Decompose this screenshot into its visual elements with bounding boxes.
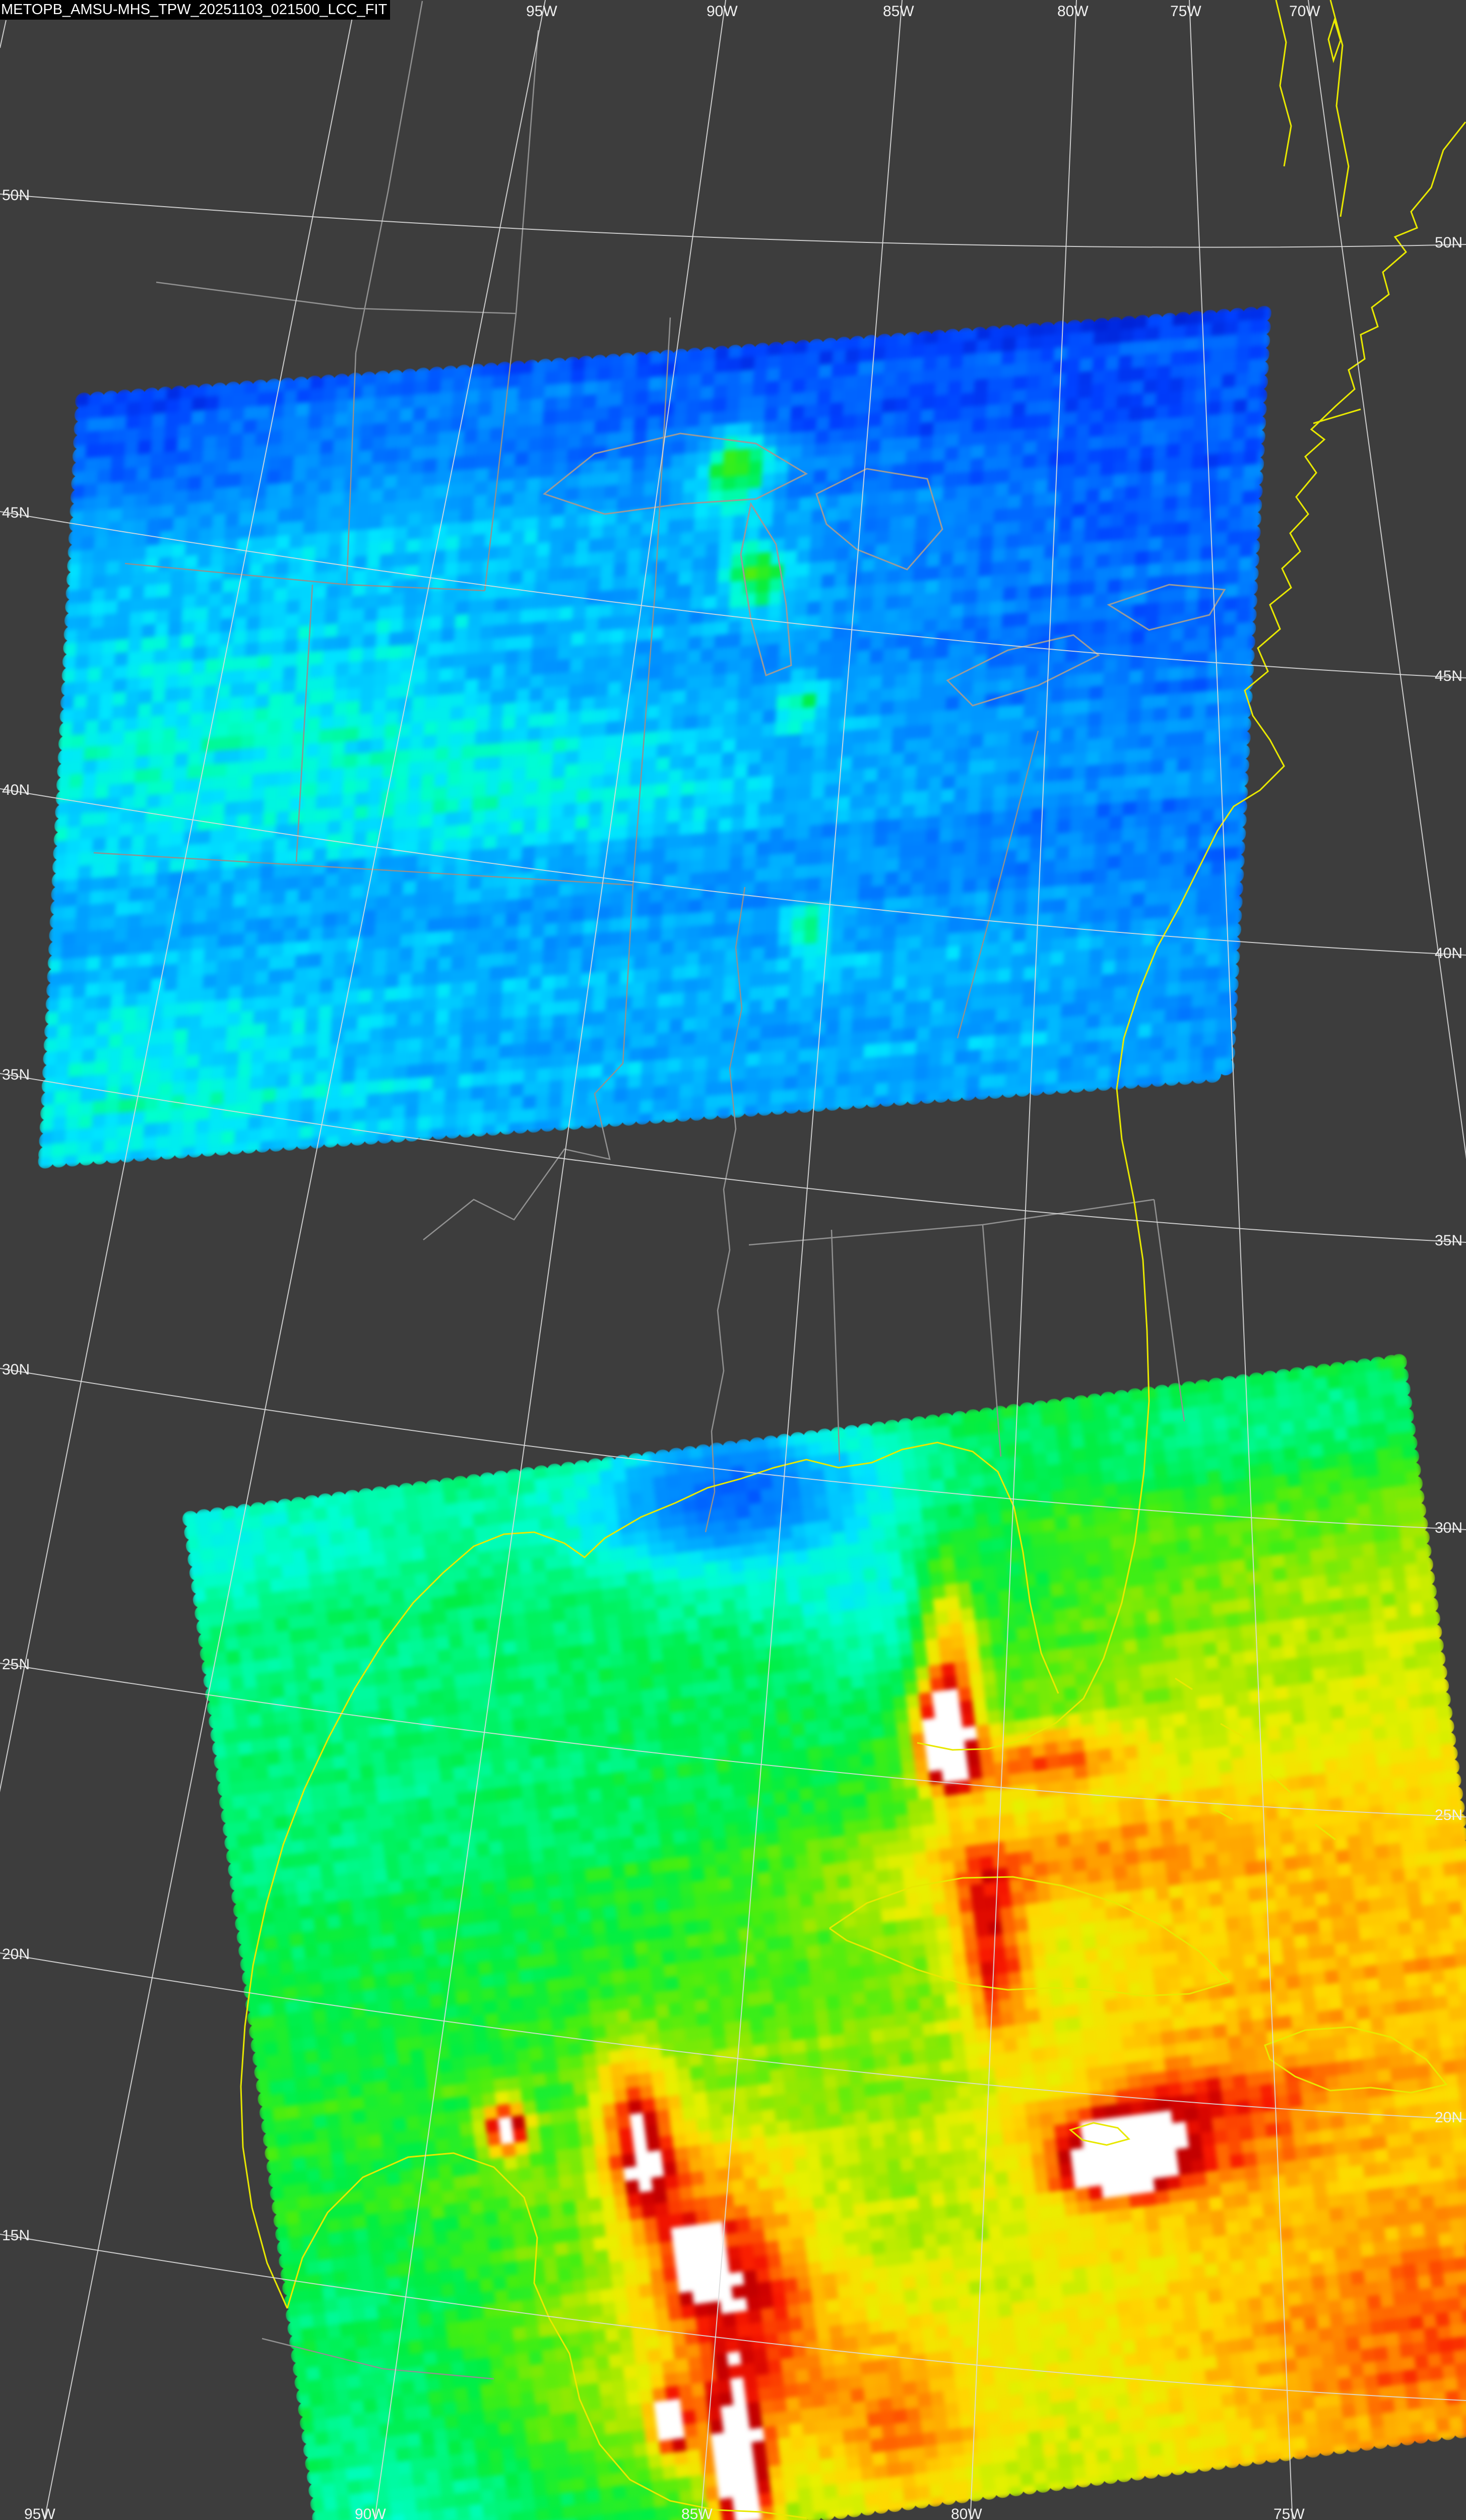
graticule-label: 70W	[1289, 3, 1320, 20]
state-border	[705, 887, 746, 1533]
graticule-label: 35N	[2, 1066, 30, 1083]
graticule-label: 85W	[883, 3, 914, 20]
lake-outline	[946, 634, 1100, 707]
state-border	[632, 317, 671, 886]
graticule-label: 85W	[681, 2506, 713, 2520]
graticule-label: 30N	[1435, 1520, 1462, 1536]
state-border	[1153, 1199, 1185, 1422]
graticule-label: 25N	[1435, 1807, 1462, 1823]
coastline	[1175, 1677, 1193, 1690]
graticule-label: 75W	[1273, 2506, 1305, 2520]
state-border-lines	[93, 1, 1185, 2380]
state-border	[982, 1224, 1002, 1457]
meridian-line	[374, 0, 726, 2520]
meridian-line	[43, 0, 546, 2520]
lake-outline	[1107, 584, 1226, 631]
parallel-line	[0, 1368, 1466, 1530]
coastline	[1313, 408, 1361, 424]
graticule-label: 80W	[1057, 3, 1089, 20]
graticule-label: 95W	[24, 2506, 55, 2520]
graticule-label: 20N	[1435, 2109, 1462, 2126]
state-border	[484, 313, 517, 591]
state-border	[295, 584, 313, 862]
coastline	[1269, 1773, 1291, 1793]
coastline	[1220, 1723, 1245, 1739]
coastline	[1315, 1823, 1336, 1841]
coastline	[240, 1441, 1059, 2309]
coastline	[1327, 17, 1342, 64]
meridian-line	[0, 0, 356, 1793]
lake-outline	[542, 432, 808, 515]
great-lakes-outlines	[542, 432, 1226, 707]
parallel-line	[0, 2234, 1466, 2401]
coastline	[917, 121, 1466, 1751]
coastline-lines	[240, 0, 1466, 2519]
graticule-label: 30N	[2, 1361, 30, 1378]
graticule-label: 50N	[1435, 234, 1462, 251]
graticule-label: 50N	[2, 187, 30, 204]
lake-outline	[815, 468, 943, 571]
coastline	[1264, 2026, 1448, 2094]
state-border	[515, 30, 539, 314]
parallel-line	[0, 788, 1466, 956]
parallel-line	[0, 1073, 1466, 1243]
parallel-line	[0, 511, 1466, 678]
state-border	[423, 885, 634, 1240]
graticule-label: 20N	[2, 1946, 30, 1963]
coastline	[1275, 0, 1292, 167]
coastline	[829, 1876, 1231, 1983]
graticule-label: 90W	[355, 2506, 386, 2520]
graticule-label: 25N	[2, 1656, 30, 1673]
parallel-line	[0, 194, 1466, 248]
meridian-line	[1189, 0, 1293, 2520]
state-border	[156, 281, 517, 314]
state-border	[346, 352, 357, 585]
graticule-label: 80W	[951, 2506, 982, 2520]
coastline	[1329, 0, 1350, 217]
meridian-line	[0, 20, 7, 48]
graticule-label: 45N	[2, 505, 30, 521]
state-border	[93, 852, 633, 886]
parallel-line	[0, 1952, 1466, 2120]
graticule-label: 75W	[1170, 3, 1201, 20]
meridian-line	[970, 0, 1077, 2520]
lake-outline	[740, 502, 792, 677]
meridian-line	[700, 0, 903, 2520]
graticule-label: 45N	[1435, 668, 1462, 684]
graticule-label: 15N	[2, 2227, 30, 2244]
parallel-line	[0, 1663, 1466, 1817]
graticule-label: 35N	[1435, 1232, 1462, 1249]
state-border	[262, 2338, 494, 2380]
graticule-label: 90W	[707, 3, 738, 20]
graticule-labels: 100W95W90W85W80W75W70W95W90W85W80W75W50N…	[2, 3, 1462, 2520]
coastline	[286, 2152, 807, 2519]
product-title: METOPB_AMSU-MHS_TPW_20251103_021500_LCC_…	[0, 0, 391, 20]
graticule-label: 95W	[526, 3, 557, 20]
state-border	[748, 1199, 1155, 1246]
coastline	[1068, 2122, 1130, 2146]
state-border	[957, 730, 1039, 1039]
state-border	[831, 1229, 841, 1462]
coastline	[829, 1927, 1230, 1997]
graticule-label: 40N	[2, 782, 30, 798]
graticule-label: 40N	[1435, 945, 1462, 962]
state-border	[124, 562, 485, 592]
state-border	[355, 1, 423, 353]
coastline	[1214, 1808, 1233, 1820]
meridian-line	[1308, 0, 1466, 1159]
